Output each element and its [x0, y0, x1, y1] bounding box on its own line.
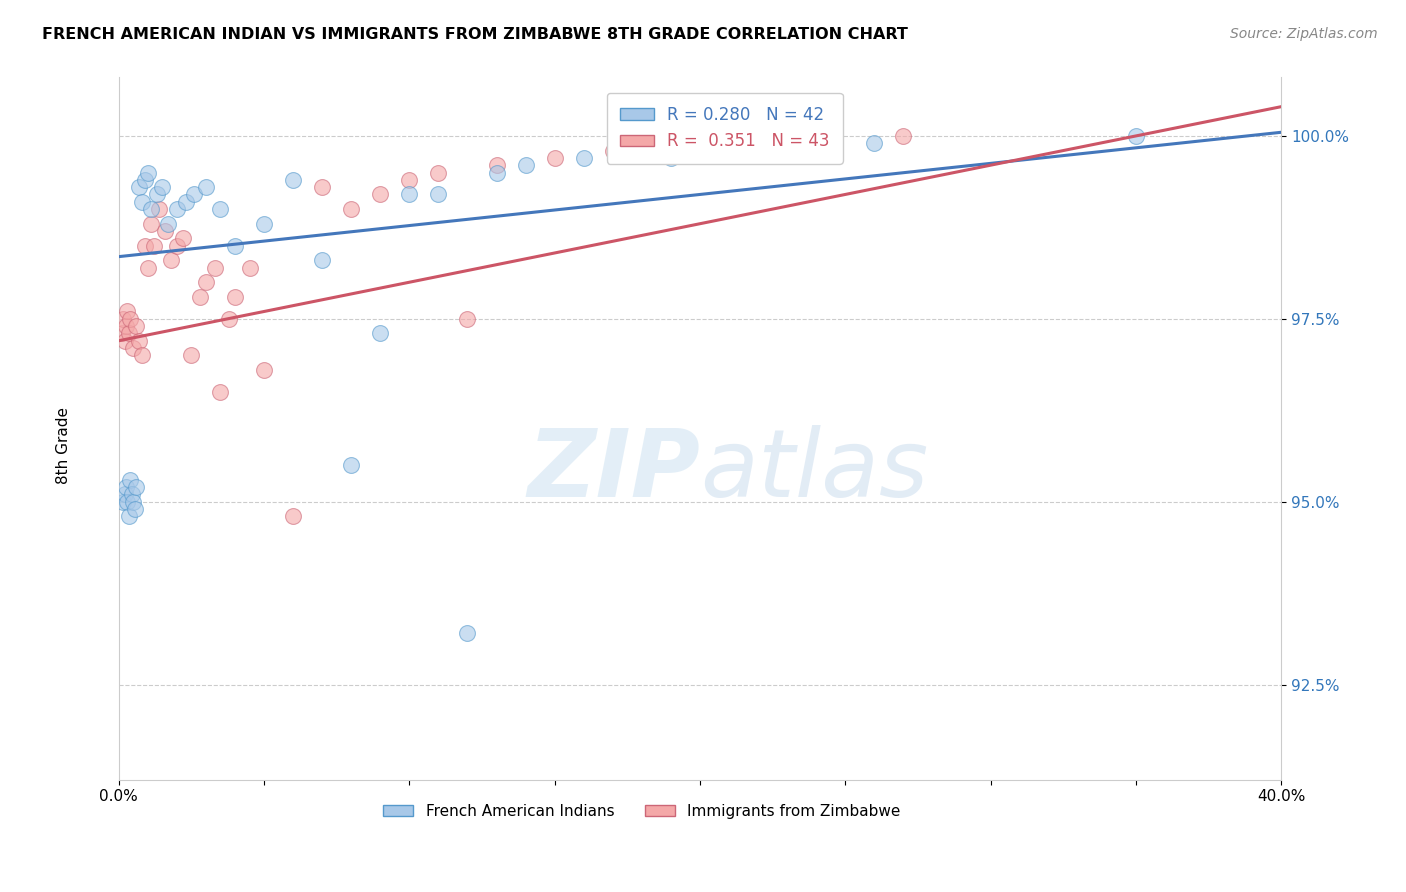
Point	[117, 304, 139, 318]
Point	[398, 173, 420, 187]
Point	[142, 238, 165, 252]
Point	[118, 509, 141, 524]
Point	[456, 626, 478, 640]
Point	[311, 180, 333, 194]
Point	[1125, 128, 1147, 143]
Point	[616, 144, 638, 158]
Point	[194, 180, 217, 194]
Point	[209, 202, 232, 216]
Point	[115, 319, 138, 334]
Point	[139, 202, 162, 216]
Point	[427, 187, 450, 202]
Point	[166, 202, 188, 216]
Point	[124, 502, 146, 516]
Point	[125, 319, 148, 334]
Point	[340, 202, 363, 216]
Point	[128, 180, 150, 194]
Point	[180, 348, 202, 362]
Point	[131, 348, 153, 362]
Point	[340, 458, 363, 472]
Point	[253, 363, 276, 377]
Point	[659, 136, 682, 151]
Point	[218, 311, 240, 326]
Point	[253, 217, 276, 231]
Point	[398, 187, 420, 202]
Point	[125, 480, 148, 494]
Point	[456, 311, 478, 326]
Point	[112, 494, 135, 508]
Point	[136, 165, 159, 179]
Point	[136, 260, 159, 275]
Point	[543, 151, 565, 165]
Point	[115, 480, 138, 494]
Point	[224, 238, 246, 252]
Point	[515, 158, 537, 172]
Point	[111, 326, 134, 341]
Point	[659, 151, 682, 165]
Point	[747, 128, 769, 143]
Point	[209, 384, 232, 399]
Point	[602, 144, 624, 158]
Point	[134, 238, 156, 252]
Point	[139, 217, 162, 231]
Point	[224, 290, 246, 304]
Point	[120, 311, 142, 326]
Point	[891, 128, 914, 143]
Text: 8th Grade: 8th Grade	[56, 408, 70, 484]
Point	[118, 326, 141, 341]
Text: ZIP: ZIP	[527, 425, 700, 516]
Point	[703, 144, 725, 158]
Point	[122, 341, 145, 355]
Point	[131, 194, 153, 209]
Point	[204, 260, 226, 275]
Point	[145, 187, 167, 202]
Text: atlas: atlas	[700, 425, 928, 516]
Point	[820, 144, 842, 158]
Point	[485, 158, 508, 172]
Point	[183, 187, 205, 202]
Text: Source: ZipAtlas.com: Source: ZipAtlas.com	[1230, 27, 1378, 41]
Point	[134, 173, 156, 187]
Point	[174, 194, 197, 209]
Point	[188, 290, 211, 304]
Point	[281, 509, 304, 524]
Point	[733, 140, 755, 154]
Point	[166, 238, 188, 252]
Point	[121, 487, 143, 501]
Point	[281, 173, 304, 187]
Point	[120, 473, 142, 487]
Point	[368, 326, 391, 341]
Point	[572, 151, 595, 165]
Point	[863, 136, 886, 151]
Legend: French American Indians, Immigrants from Zimbabwe: French American Indians, Immigrants from…	[377, 797, 907, 824]
Point	[172, 231, 194, 245]
Point	[128, 334, 150, 348]
Point	[427, 165, 450, 179]
Point	[238, 260, 260, 275]
Point	[117, 494, 139, 508]
Point	[122, 494, 145, 508]
Point	[114, 487, 136, 501]
Point	[368, 187, 391, 202]
Point	[112, 311, 135, 326]
Point	[160, 253, 183, 268]
Point	[485, 165, 508, 179]
Point	[311, 253, 333, 268]
Text: FRENCH AMERICAN INDIAN VS IMMIGRANTS FROM ZIMBABWE 8TH GRADE CORRELATION CHART: FRENCH AMERICAN INDIAN VS IMMIGRANTS FRO…	[42, 27, 908, 42]
Point	[148, 202, 170, 216]
Point	[157, 217, 180, 231]
Point	[194, 275, 217, 289]
Point	[114, 334, 136, 348]
Point	[150, 180, 173, 194]
Point	[804, 128, 827, 143]
Point	[155, 224, 177, 238]
